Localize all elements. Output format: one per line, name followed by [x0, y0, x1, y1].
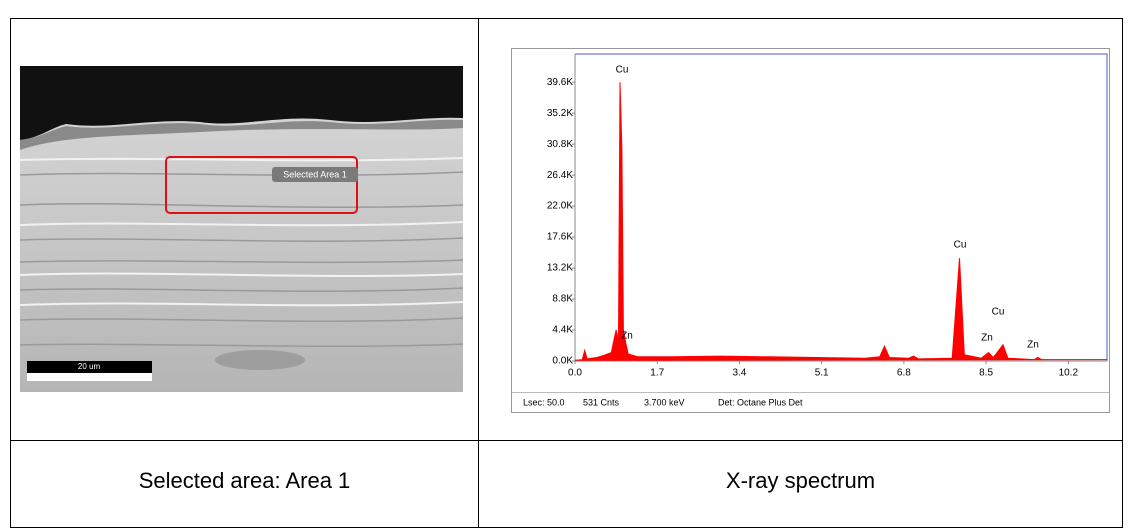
y-tick-label: 13.2K: [547, 263, 573, 274]
x-tick-label: 5.1: [815, 368, 829, 379]
y-tick-label: 30.8K: [547, 139, 573, 150]
caption: X-ray spectrum: [725, 468, 876, 493]
peak-label: Zn: [981, 333, 993, 344]
y-tick-label: 0.0K: [552, 356, 573, 367]
x-tick-label: 10.2: [1059, 368, 1079, 379]
status-item: Det: Octane Plus Det: [718, 397, 803, 407]
x-tick-label: 3.4: [732, 368, 746, 379]
status-item: 531 Cnts: [583, 397, 620, 407]
x-tick-label: 1.7: [650, 368, 664, 379]
y-tick-label: 22.0K: [547, 201, 573, 212]
status-item: Lsec: 50.0: [523, 397, 565, 407]
y-tick-label: 39.6K: [547, 77, 573, 88]
scale-bar-label: 20 um: [78, 362, 101, 371]
x-tick-label: 0.0: [568, 368, 582, 379]
status-item: 3.700 keV: [644, 397, 685, 407]
peak-label: Cu: [616, 65, 629, 76]
x-tick-label: 8.5: [979, 368, 993, 379]
peak-label: Zn: [1027, 340, 1039, 351]
region-label: Selected Area 1: [283, 169, 347, 179]
caption-cell: [478, 440, 1123, 528]
spectrum-area: [574, 82, 1108, 361]
x-tick-label: 6.8: [897, 368, 911, 379]
y-tick-label: 17.6K: [547, 232, 573, 243]
peak-label: Cu: [992, 307, 1005, 318]
sem-image: Selected Area 1 20 um: [19, 66, 464, 392]
y-tick-label: 8.8K: [552, 294, 573, 305]
figures: Selected Area 1 20 um 0.0K 4.4K 8.8K 13.2K 1…: [19, 48, 1110, 413]
y-tick-label: 26.4K: [547, 170, 573, 181]
caption: Selected area: Area 1: [138, 468, 351, 493]
y-tick-label: 4.4K: [552, 325, 573, 336]
peak-label: Cu: [954, 240, 967, 251]
y-tick-label: 35.2K: [547, 108, 573, 119]
peak-label: Zn: [621, 331, 633, 342]
